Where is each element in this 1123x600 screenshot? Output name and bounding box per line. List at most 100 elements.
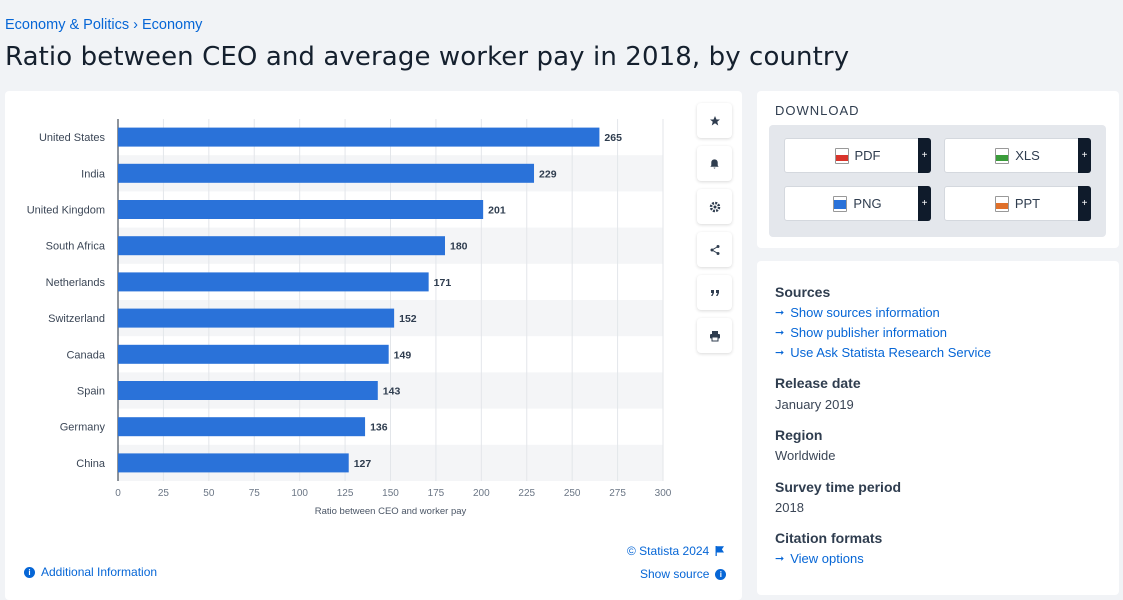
data-label: 127 <box>354 458 372 470</box>
x-tick-label: 225 <box>518 488 535 499</box>
x-tick-label: 175 <box>428 488 445 499</box>
info-icon: i <box>715 568 727 580</box>
bar <box>118 127 600 147</box>
category-label: Germany <box>60 422 106 434</box>
data-label: 180 <box>450 241 468 253</box>
bar <box>118 417 366 437</box>
arrow-right-icon: ➞ <box>775 307 785 319</box>
credit-text: © Statista 2024 <box>627 544 710 558</box>
chart-card: United States 265 India 229 United Kingdom 20… <box>5 91 742 600</box>
show-sources-text: Show sources information <box>790 305 940 320</box>
png-plus-button[interactable]: + <box>918 186 931 221</box>
statista-credit[interactable]: © Statista 2024 <box>627 544 725 558</box>
breadcrumb-separator: › <box>133 17 138 33</box>
show-publisher-text: Show publisher information <box>790 325 948 340</box>
download-ppt-button[interactable]: PPT + <box>944 186 1091 221</box>
bar-chart: United States 265 India 229 United Kingdom 20… <box>27 119 672 517</box>
show-source-text: Show source <box>640 567 710 581</box>
ppt-label: PPT <box>1014 196 1041 211</box>
show-publisher-link[interactable]: ➞ Show publisher information <box>775 325 947 340</box>
png-label: PNG <box>853 196 882 211</box>
breadcrumb-economy-politics[interactable]: Economy & Politics <box>5 17 130 33</box>
category-label: India <box>81 168 106 180</box>
category-label: Spain <box>77 386 105 398</box>
ppt-file-icon <box>994 195 1009 212</box>
pdf-file-icon <box>834 147 849 164</box>
data-label: 136 <box>370 422 388 434</box>
breadcrumb-economy[interactable]: Economy <box>141 17 203 33</box>
bar <box>118 272 429 292</box>
x-axis-label: Ratio between CEO and worker pay <box>315 506 467 517</box>
bar <box>118 200 484 219</box>
info-panel: Sources ➞ Show sources information ➞ Sho… <box>757 261 1119 595</box>
x-tick-label: 0 <box>115 488 121 499</box>
additional-information-link[interactable]: i Additional Information <box>24 565 157 579</box>
notification-button[interactable] <box>697 146 732 181</box>
region-heading: Region <box>775 427 823 443</box>
download-xls-button[interactable]: XLS + <box>944 138 1091 173</box>
x-tick-label: 250 <box>564 488 581 499</box>
research-service-link[interactable]: ➞ Use Ask Statista Research Service <box>775 345 991 360</box>
category-label: United Kingdom <box>27 205 105 217</box>
data-label: 152 <box>399 313 417 325</box>
share-icon <box>710 244 719 255</box>
data-label: 265 <box>604 132 622 144</box>
arrow-right-icon: ➞ <box>775 327 785 339</box>
chart-toolbar <box>697 103 732 353</box>
pdf-label: PDF <box>854 148 881 163</box>
show-source-link[interactable]: Show source i <box>640 567 727 581</box>
bar <box>118 236 445 256</box>
cite-button[interactable] <box>697 275 732 310</box>
data-label: 149 <box>394 349 412 361</box>
xls-plus-button[interactable]: + <box>1078 138 1091 173</box>
additional-information-text: Additional Information <box>41 565 158 579</box>
bar <box>118 308 395 328</box>
citation-heading: Citation formats <box>775 530 883 546</box>
survey-period-value: 2018 <box>775 500 804 515</box>
x-tick-label: 25 <box>158 488 170 499</box>
research-service-text: Use Ask Statista Research Service <box>790 345 992 360</box>
data-label: 143 <box>383 386 401 398</box>
x-tick-label: 200 <box>473 488 490 499</box>
x-tick-label: 100 <box>291 488 308 499</box>
png-file-icon <box>833 195 848 212</box>
sources-heading: Sources <box>775 284 831 300</box>
category-label: Canada <box>66 349 105 361</box>
bar <box>118 344 389 364</box>
category-label: Switzerland <box>48 313 105 325</box>
download-png-button[interactable]: PNG + <box>784 186 931 221</box>
quote-icon <box>710 289 719 296</box>
download-panel: DOWNLOAD PDF + XLS + PNG + PPT + <box>757 91 1119 248</box>
download-buttons: PDF + XLS + PNG + PPT + <box>769 125 1106 237</box>
share-button[interactable] <box>697 232 732 267</box>
release-date-heading: Release date <box>775 375 861 391</box>
page-title: Ratio between CEO and average worker pay… <box>5 42 850 72</box>
survey-period-heading: Survey time period <box>775 479 902 495</box>
arrow-right-icon: ➞ <box>775 347 785 359</box>
ppt-plus-button[interactable]: + <box>1078 186 1091 221</box>
view-options-link[interactable]: ➞ View options <box>775 551 864 566</box>
gear-icon <box>709 201 720 212</box>
x-tick-label: 150 <box>382 488 399 499</box>
category-label: Netherlands <box>46 277 106 289</box>
x-tick-label: 125 <box>337 488 354 499</box>
print-button[interactable] <box>697 318 732 353</box>
xls-label: XLS <box>1015 148 1040 163</box>
download-title: DOWNLOAD <box>775 103 860 118</box>
category-label: South Africa <box>46 241 106 253</box>
bar <box>118 381 378 400</box>
x-tick-label: 50 <box>203 488 215 499</box>
download-pdf-button[interactable]: PDF + <box>784 138 931 173</box>
data-label: 201 <box>488 205 506 217</box>
xls-file-icon <box>995 147 1010 164</box>
release-date-value: January 2019 <box>775 397 854 412</box>
x-tick-label: 300 <box>655 488 672 499</box>
pdf-plus-button[interactable]: + <box>918 138 931 173</box>
settings-button[interactable] <box>697 189 732 224</box>
print-icon <box>709 330 720 341</box>
breadcrumb: Economy & Politics › Economy <box>5 17 202 33</box>
bar <box>118 163 535 183</box>
data-label: 229 <box>539 168 557 180</box>
show-sources-link[interactable]: ➞ Show sources information <box>775 305 940 320</box>
favorite-button[interactable] <box>697 103 732 138</box>
